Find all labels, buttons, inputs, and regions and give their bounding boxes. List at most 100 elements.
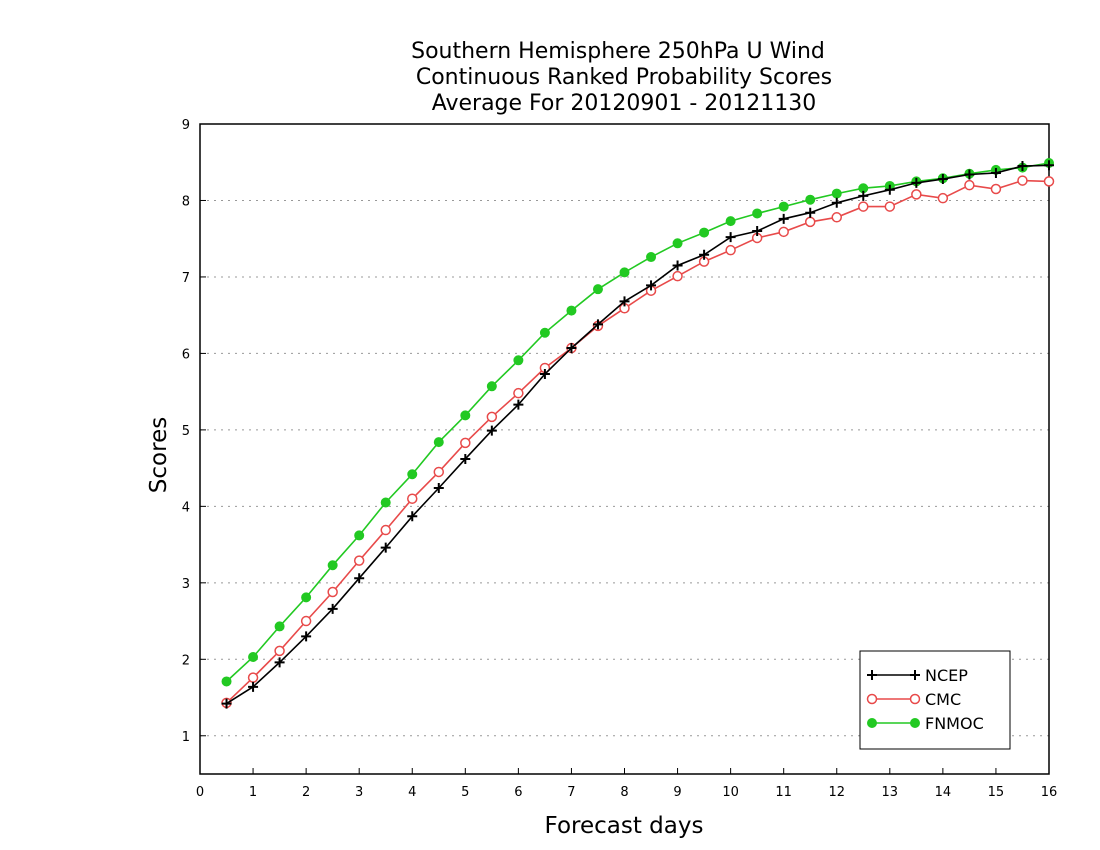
data-point-ncep	[327, 603, 338, 614]
data-point-ncep	[513, 399, 524, 410]
data-point-ncep	[274, 657, 285, 668]
legend-marker-ncep	[867, 670, 877, 680]
data-point-cmc	[513, 387, 524, 399]
data-point-ncep	[778, 213, 789, 224]
x-tick-label-12: 12	[828, 785, 845, 800]
chart-title-line-3: Average For 20120901 - 20121130	[432, 91, 817, 116]
data-point-fnmoc	[566, 305, 577, 316]
data-point-ncep	[884, 184, 895, 195]
data-point-fnmoc	[592, 284, 603, 295]
data-point-fnmoc	[513, 355, 524, 366]
series-fnmoc	[221, 158, 1054, 687]
data-point-fnmoc	[672, 238, 683, 249]
x-tick-label-2: 2	[302, 785, 310, 800]
x-tick-label-13: 13	[882, 785, 899, 800]
data-point-fnmoc	[778, 201, 789, 212]
x-tick-label-9: 9	[673, 785, 681, 800]
data-point-cmc	[964, 179, 975, 191]
data-point-cmc	[247, 672, 259, 683]
data-point-cmc	[672, 270, 683, 282]
data-point-ncep	[407, 511, 418, 522]
data-point-fnmoc	[301, 592, 312, 603]
data-point-ncep	[805, 207, 816, 218]
x-axis-label: Forecast days	[545, 813, 704, 839]
data-point-fnmoc	[725, 216, 736, 227]
data-point-fnmoc	[805, 194, 816, 205]
series-ncep	[221, 160, 1054, 709]
series-line-fnmoc	[225, 162, 1050, 683]
data-point-ncep	[619, 296, 630, 307]
data-point-cmc	[990, 183, 1002, 195]
data-point-fnmoc	[407, 469, 418, 480]
data-point-ncep	[380, 542, 391, 553]
data-point-ncep	[1044, 160, 1054, 171]
data-point-cmc	[327, 586, 338, 598]
data-point-ncep	[937, 174, 948, 185]
y-tick-label-5: 5	[182, 424, 190, 439]
data-point-cmc	[300, 615, 312, 627]
data-point-cmc	[407, 493, 418, 504]
series-line-ncep	[226, 164, 1050, 705]
data-point-fnmoc	[460, 410, 471, 421]
x-tick-label-16: 16	[1041, 785, 1058, 800]
legend: NCEP CMC FNMOC	[859, 650, 1011, 750]
data-point-cmc	[911, 189, 922, 200]
data-point-ncep	[911, 177, 922, 188]
data-point-ncep	[964, 169, 975, 180]
data-point-ncep	[460, 453, 471, 464]
data-point-ncep	[248, 681, 259, 692]
data-point-cmc	[937, 192, 949, 204]
y-tick-label-2: 2	[182, 653, 190, 668]
x-tick-label-11: 11	[775, 785, 792, 800]
legend-label-ncep: NCEP	[925, 666, 968, 685]
x-tick-label-0: 0	[196, 785, 204, 800]
data-point-fnmoc	[539, 327, 550, 338]
data-point-ncep	[592, 319, 603, 330]
x-tick-label-3: 3	[355, 785, 363, 800]
data-point-ncep	[990, 167, 1001, 178]
data-point-ncep	[831, 197, 842, 208]
data-point-ncep	[221, 698, 232, 709]
data-point-ncep	[486, 425, 497, 436]
data-point-cmc	[460, 437, 471, 449]
data-point-fnmoc	[831, 188, 842, 199]
data-point-ncep	[725, 232, 736, 243]
data-point-cmc	[804, 216, 816, 228]
legend-box	[859, 650, 1011, 750]
data-point-ncep	[646, 280, 657, 291]
data-point-cmc	[1017, 175, 1028, 186]
data-point-fnmoc	[274, 621, 285, 632]
data-point-cmc	[1043, 176, 1055, 187]
data-point-fnmoc	[380, 497, 391, 508]
data-point-cmc	[858, 201, 869, 212]
chart-title-line-1: Southern Hemisphere 250hPa U Wind	[411, 39, 825, 64]
x-tick-label-15: 15	[988, 785, 1005, 800]
data-point-cmc	[353, 555, 365, 566]
data-point-cmc	[778, 226, 789, 238]
data-point-ncep	[752, 226, 763, 237]
data-point-ncep	[539, 369, 550, 380]
data-point-ncep	[301, 631, 312, 642]
data-point-ncep	[699, 249, 710, 260]
data-point-cmc	[486, 411, 498, 423]
data-point-fnmoc	[646, 252, 657, 263]
data-point-cmc	[831, 212, 842, 223]
data-point-fnmoc	[752, 208, 763, 219]
data-point-ncep	[433, 483, 444, 493]
y-axis-label: Scores	[146, 417, 172, 493]
data-point-fnmoc	[221, 676, 232, 687]
y-tick-label-9: 9	[182, 118, 190, 133]
data-point-cmc	[433, 466, 445, 478]
x-tick-label-7: 7	[567, 785, 575, 800]
y-tick-label-6: 6	[182, 347, 190, 362]
chart-title: Southern Hemisphere 250hPa U Wind Contin…	[411, 39, 832, 116]
legend-marker-fnmoc	[910, 718, 920, 728]
x-tick-label-4: 4	[408, 785, 416, 800]
data-point-cmc	[884, 201, 896, 212]
legend-marker-cmc	[909, 693, 921, 705]
data-point-ncep	[354, 573, 365, 584]
x-tick-label-5: 5	[461, 785, 469, 800]
data-point-fnmoc	[248, 652, 259, 662]
x-tick-label-14: 14	[935, 785, 952, 800]
